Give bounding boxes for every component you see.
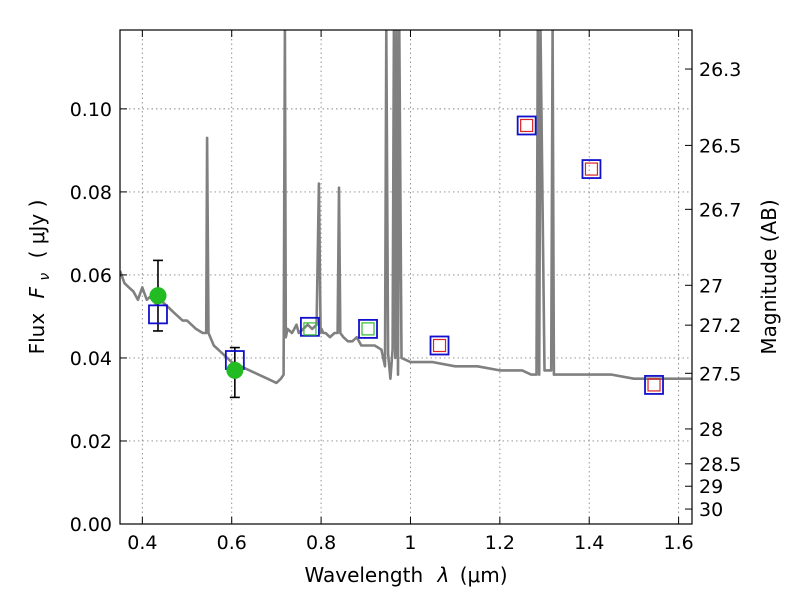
green-inner-square-0 (303, 322, 317, 336)
blue-square-6 (581, 159, 602, 179)
observed-flux-point-0 (149, 287, 167, 305)
x-tick-label-3: 1 (404, 532, 416, 554)
right-tick-label-6: 28 (699, 419, 723, 441)
x-tick-label-0: 0.4 (127, 532, 157, 554)
y-axis-label: Flux F ν ( μJy ) (25, 200, 54, 355)
blue-square-5 (516, 115, 537, 136)
observed-flux-markers (149, 287, 244, 379)
y-axis-label-subscript: ν (37, 273, 53, 281)
sed-model-line (120, 30, 692, 385)
x-tick-label-6: 1.6 (663, 532, 693, 554)
red-inner-square-2 (584, 162, 599, 176)
right-tick-label-8: 29 (699, 476, 723, 498)
x-axis-label-symbol: λ (437, 563, 450, 587)
plot-frame (119, 29, 693, 525)
red-inner-square-3 (647, 378, 661, 392)
right-tick-label-9: 30 (699, 499, 723, 521)
right-tick-label-2: 26.7 (699, 199, 741, 221)
blue-square-4 (429, 335, 450, 356)
right-tick-label-5: 27.5 (699, 363, 741, 385)
x-tick-label-4: 1.2 (485, 532, 515, 554)
red-inner-square-1 (520, 118, 534, 133)
y-axis-label-symbol: F (25, 286, 49, 298)
x-axis-label-text: Wavelength (304, 563, 423, 587)
y-tick-label-3: 0.06 (70, 265, 112, 287)
blue-square-0 (148, 304, 168, 325)
inner-square-markers (303, 118, 661, 392)
right-tick-label-4: 27.2 (699, 315, 741, 337)
plot-area (120, 30, 692, 399)
x-axis-label-unit: (μm) (460, 563, 508, 587)
right-tick-label-3: 27 (699, 275, 723, 297)
blue-square-markers (148, 115, 664, 395)
y-tick-label-4: 0.08 (70, 182, 112, 204)
plot-background (120, 30, 692, 524)
x-axis-label: Wavelength λ (μm) (304, 563, 507, 587)
red-inner-square-0 (432, 338, 447, 353)
green-inner-square-1 (361, 322, 375, 336)
x-tick-label-1: 0.6 (217, 532, 247, 554)
x-axis-ticks: 0.4 0.6 0.8 1 1.2 1.4 1.6 (127, 30, 694, 554)
y-tick-label-1: 0.02 (70, 431, 112, 453)
y-axis-ticks: 0.00 0.02 0.04 0.06 0.08 0.10 (70, 99, 127, 536)
blue-square-2 (300, 316, 320, 337)
right-tick-label-7: 28.5 (699, 454, 741, 476)
right-tick-label-0: 26.3 (699, 59, 741, 81)
blue-square-7 (644, 375, 664, 395)
y-tick-label-0: 0.00 (70, 514, 112, 536)
y-tick-label-2: 0.04 (70, 348, 112, 370)
observed-flux-point-1 (226, 361, 244, 379)
y-tick-label-5: 0.10 (70, 99, 112, 121)
y-axis-label-text: Flux (25, 313, 49, 355)
blue-square-3 (358, 318, 378, 339)
x-tick-label-5: 1.4 (574, 532, 604, 554)
y-axis-label-unit: ( μJy ) (25, 200, 49, 259)
x-tick-label-2: 0.8 (306, 532, 336, 554)
right-axis-label: Magnitude (AB) (757, 199, 781, 354)
right-tick-label-1: 26.5 (699, 135, 741, 157)
